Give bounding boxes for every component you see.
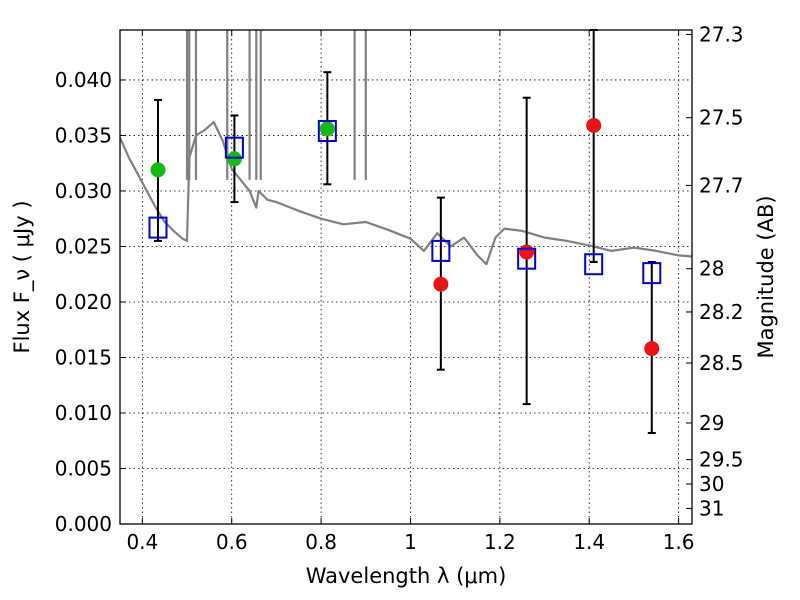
y-tick-label: 0.035 <box>55 123 112 147</box>
right-tick-label: 30 <box>699 472 724 496</box>
right-tick-label: 27.5 <box>699 106 744 130</box>
y-tick-label: 0.030 <box>55 179 112 203</box>
model-point <box>317 120 337 143</box>
right-axis-label: Magnitude (AB) <box>754 195 778 358</box>
x-tick-label: 1 <box>404 530 417 554</box>
observed_optical-point <box>150 162 166 178</box>
x-tick-label: 1.6 <box>663 530 695 554</box>
model-point <box>517 247 537 270</box>
y-tick-label: 0.020 <box>55 290 112 314</box>
right-tick-label: 31 <box>699 496 724 520</box>
observed_nir-point <box>586 117 602 133</box>
observed_optical-point <box>226 151 242 167</box>
y-tick-label: 0.000 <box>55 512 112 536</box>
x-tick-label: 1.2 <box>484 530 516 554</box>
tick-labels: 0.4 0.6 0.8 1 1.2 1.4 1.6 0.000 0.005 0.010 0.015 0… <box>55 22 744 554</box>
x-tick-label: 0.4 <box>126 530 158 554</box>
right-tick-label: 28.2 <box>699 300 744 324</box>
right-tick-label: 27.7 <box>699 173 744 197</box>
spectrum-line <box>118 120 693 266</box>
observed_nir-point <box>519 244 535 260</box>
model-point <box>148 216 168 239</box>
right-tick-label: 29 <box>699 411 724 435</box>
model-point <box>224 136 244 159</box>
model-point <box>431 239 451 262</box>
model-point <box>584 253 604 276</box>
grid <box>120 30 692 525</box>
x-tick-label: 0.8 <box>305 530 337 554</box>
right-tick-label: 28 <box>699 257 724 281</box>
error-bars <box>153 29 656 434</box>
x-tick-label: 0.6 <box>216 530 248 554</box>
model-spectrum <box>118 30 693 266</box>
y-tick-label: 0.005 <box>55 456 112 480</box>
model-point <box>642 262 662 285</box>
observed_nir-point <box>644 341 660 357</box>
y-tick-label: 0.025 <box>55 234 112 258</box>
right-tick-label: 27.3 <box>699 22 744 46</box>
y-tick-label: 0.040 <box>55 68 112 92</box>
right-tick-label: 29.5 <box>699 448 744 472</box>
observed_optical-point <box>319 121 335 137</box>
y-tick-label: 0.010 <box>55 401 112 425</box>
x-tick-label: 1.4 <box>573 530 605 554</box>
observed_nir-point <box>433 276 449 292</box>
x-axis-label: Wavelength λ (μm) <box>306 564 507 588</box>
plot-frame <box>119 29 693 525</box>
axis-ticks <box>120 30 692 525</box>
y-tick-label: 0.015 <box>55 345 112 369</box>
y-axis-label: Flux F_ν ( μJy ) <box>10 200 35 353</box>
right-tick-label: 28.5 <box>699 351 744 375</box>
data-markers <box>148 117 662 357</box>
